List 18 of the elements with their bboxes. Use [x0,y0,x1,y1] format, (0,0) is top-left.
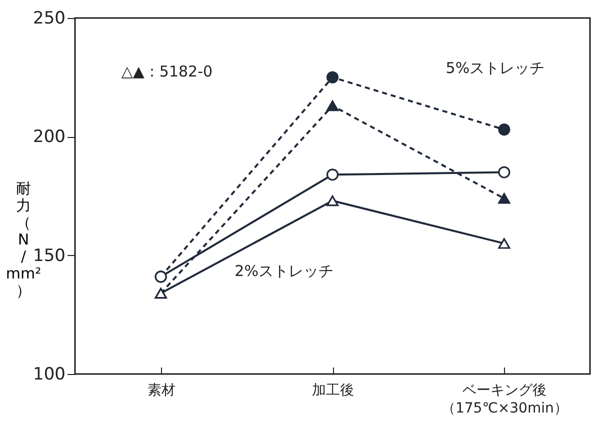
y-tick-label: 100 [33,364,66,384]
point [498,166,510,178]
x-tick-label: 素材 [147,382,176,398]
point [498,124,510,136]
point [326,168,339,181]
annotation: △▲：5182-0 [121,62,213,80]
y-tick-label: 200 [33,127,66,148]
point [326,195,339,206]
y-tick-label: 250 [33,8,66,28]
y-tick-label: 150 [33,246,66,266]
point [326,71,339,84]
point [498,193,510,204]
annotation: 5%ストレッチ [446,58,545,77]
x-tick-label: 加工後 [312,382,354,398]
x-tick-label: ベーキング後（175℃×30min） [441,382,568,416]
annotation: 2%ストレッチ [234,262,334,280]
point [498,238,510,249]
point [326,100,339,112]
